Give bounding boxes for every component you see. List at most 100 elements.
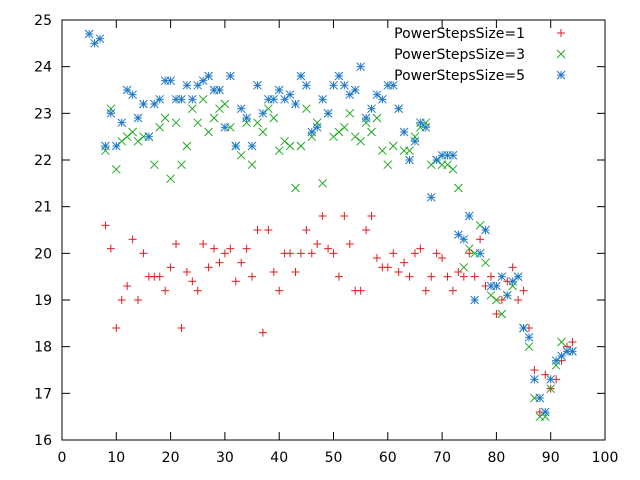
data-point [323, 108, 333, 118]
data-point [324, 244, 333, 253]
legend: PowerStepsSize=1 PowerStepsSize=3 PowerSte… [394, 26, 566, 84]
data-point [502, 290, 512, 300]
data-point [225, 71, 235, 81]
data-point [285, 141, 295, 151]
x-tick-label: 70 [433, 450, 451, 466]
y-tick-label: 20 [34, 246, 52, 262]
data-point [421, 122, 431, 132]
data-point [313, 240, 322, 248]
data-point [220, 249, 229, 258]
data-point [345, 108, 355, 118]
data-point [155, 122, 165, 132]
data-point [117, 136, 127, 146]
data-point [400, 258, 409, 267]
data-point [123, 282, 132, 290]
series-2 [101, 94, 577, 422]
data-point [236, 104, 246, 114]
data-point [302, 226, 311, 234]
data-point [465, 249, 474, 258]
data-point [149, 160, 159, 170]
legend-marker [557, 29, 565, 37]
x-tick-label: 100 [592, 450, 619, 466]
data-point [193, 118, 203, 128]
data-point [519, 286, 528, 295]
data-point [410, 249, 419, 258]
data-point [117, 118, 127, 128]
data-point [128, 90, 137, 100]
x-tick-label: 60 [379, 450, 397, 466]
data-point [350, 132, 360, 142]
data-point [291, 99, 300, 109]
data-point [405, 146, 414, 156]
data-point [530, 374, 539, 384]
data-point [486, 272, 495, 281]
data-point [524, 342, 534, 352]
data-point [334, 127, 344, 137]
data-point [95, 34, 105, 44]
data-point [187, 104, 197, 114]
y-tick-label: 25 [34, 13, 52, 29]
data-point [226, 244, 235, 253]
data-point [84, 29, 94, 39]
data-point [470, 272, 479, 281]
data-point [296, 141, 306, 151]
legend-label: PowerStepsSize=3 [394, 47, 525, 63]
data-point [291, 268, 300, 276]
data-point [497, 272, 507, 282]
data-point [410, 136, 420, 146]
y-tick-label: 22 [34, 153, 52, 169]
data-point [394, 268, 403, 276]
y-tick-label: 17 [34, 386, 52, 402]
data-point [264, 226, 273, 234]
series-3 [84, 29, 577, 417]
data-point [274, 85, 284, 95]
legend-marker [556, 70, 566, 80]
data-point [242, 113, 251, 123]
data-point [432, 249, 441, 258]
data-point [209, 113, 219, 123]
data-point [497, 309, 507, 319]
data-point [90, 38, 99, 48]
data-point [334, 272, 343, 281]
data-point [362, 226, 371, 234]
data-point [329, 249, 338, 258]
data-point [166, 174, 175, 184]
series-layer [84, 29, 577, 422]
data-point [280, 136, 289, 146]
data-point [236, 150, 246, 160]
data-point [340, 122, 349, 132]
data-point [568, 338, 577, 346]
data-point [285, 90, 295, 100]
data-point [367, 127, 376, 137]
data-point [258, 108, 268, 118]
data-point [416, 244, 425, 253]
data-point [448, 164, 458, 174]
legend-label: PowerStepsSize=1 [394, 26, 525, 42]
data-point [177, 160, 186, 170]
data-point [177, 324, 186, 332]
data-point [356, 286, 365, 295]
data-point [215, 104, 224, 114]
data-point [301, 104, 311, 114]
data-point [476, 235, 485, 244]
y-tick-label: 23 [34, 106, 52, 122]
data-point [111, 141, 121, 151]
data-point [253, 118, 262, 128]
data-point [112, 324, 121, 332]
data-point [508, 276, 518, 286]
data-point [171, 118, 181, 128]
data-point [122, 85, 132, 95]
data-point [242, 244, 251, 253]
data-point [454, 183, 463, 193]
data-point [389, 249, 398, 258]
data-point [231, 277, 240, 286]
data-point [106, 108, 116, 118]
data-point [182, 268, 191, 276]
data-point [443, 272, 452, 281]
x-tick-label: 90 [542, 450, 560, 466]
data-point [172, 240, 181, 248]
data-point [166, 76, 175, 86]
data-point [497, 296, 506, 304]
data-point [378, 146, 387, 156]
